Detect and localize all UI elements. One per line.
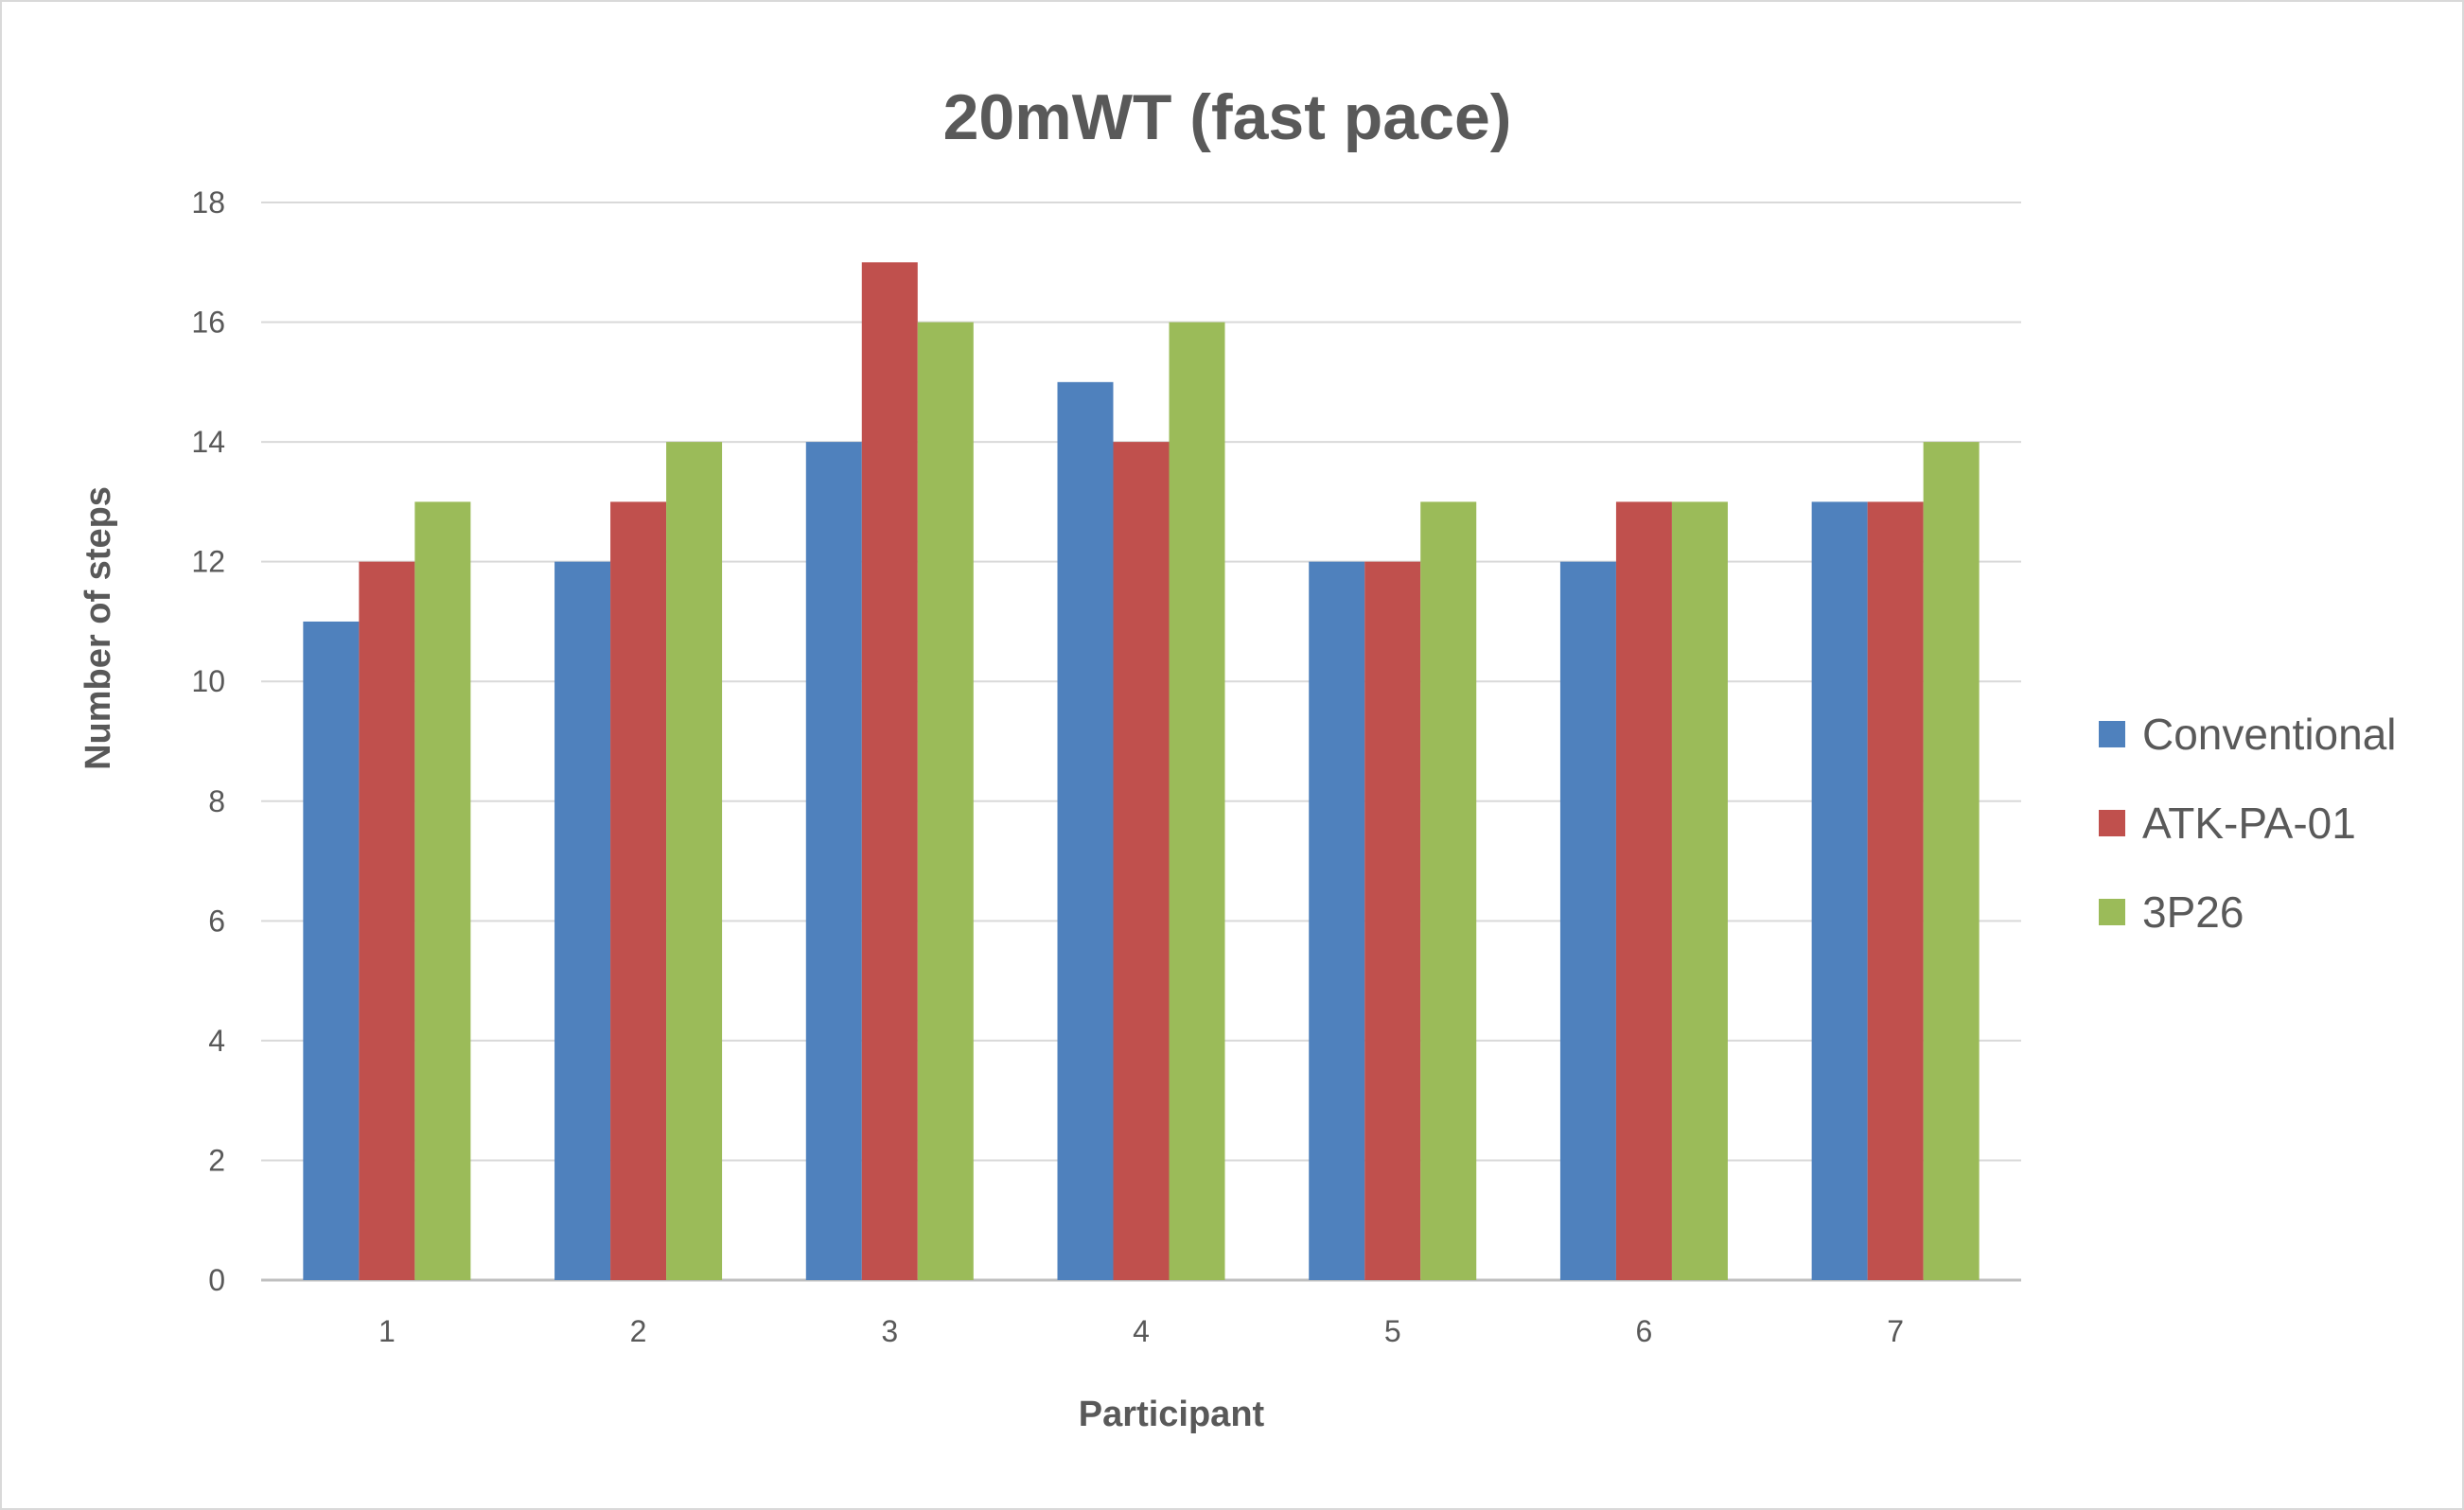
x-tick-label: 1 [378,1314,396,1348]
y-tick-label: 16 [191,306,225,340]
x-tick-label: 5 [1384,1314,1401,1348]
x-tick-label: 7 [1887,1314,1904,1348]
bar-atk-pa-01-participant-2 [610,501,667,1280]
legend-swatch [2099,721,2125,747]
bar-3p26-participant-4 [1169,322,1225,1280]
bar-3p26-participant-7 [1923,442,1980,1281]
y-tick-label: 14 [191,425,225,459]
x-tick-label: 4 [1133,1314,1150,1348]
bar-3p26-participant-3 [917,322,974,1280]
x-tick-label: 6 [1636,1314,1653,1348]
x-axis-ticks: 1 2 3 4 5 6 7 [378,1314,1904,1348]
bar-conventional-participant-1 [303,621,360,1280]
bar-3p26-participant-2 [666,442,723,1281]
x-tick-label: 3 [881,1314,898,1348]
bar-atk-pa-01-participant-4 [1113,442,1170,1281]
y-tick-label: 4 [208,1024,225,1058]
y-tick-label: 6 [208,904,225,938]
y-tick-label: 2 [208,1143,225,1177]
legend: Conventional ATK-PA-01 3P26 [2099,710,2397,937]
legend-label: Conventional [2142,710,2397,759]
bar-3p26-participant-1 [414,501,471,1280]
bar-3p26-participant-5 [1420,501,1477,1280]
y-tick-label: 8 [208,784,225,818]
legend-swatch [2099,899,2125,925]
chart-title: 20mWT (fast pace) [943,81,1512,153]
y-tick-label: 10 [191,664,225,698]
bar-atk-pa-01-participant-7 [1867,501,1924,1280]
bar-conventional-participant-3 [805,442,862,1281]
bar-conventional-participant-5 [1309,561,1365,1280]
bar-atk-pa-01-participant-1 [359,561,415,1280]
bar-atk-pa-01-participant-5 [1364,561,1421,1280]
bars [303,262,1980,1281]
bar-atk-pa-01-participant-3 [861,262,918,1280]
bar-atk-pa-01-participant-6 [1615,501,1672,1280]
bar-3p26-participant-6 [1671,501,1728,1280]
legend-swatch [2099,810,2125,836]
x-axis-title: Participant [1079,1395,1265,1434]
bar-conventional-participant-6 [1559,561,1616,1280]
y-tick-label: 18 [191,185,225,219]
y-axis-ticks: 0 2 4 6 8 10 12 14 16 18 [191,185,225,1297]
y-tick-label: 12 [191,545,225,579]
y-axis-title: Number of steps [79,486,118,770]
y-tick-label: 0 [208,1263,225,1297]
legend-label: 3P26 [2142,887,2244,937]
x-tick-label: 2 [630,1314,647,1348]
legend-label: ATK-PA-01 [2142,799,2356,848]
bar-conventional-participant-4 [1057,381,1114,1280]
bar-conventional-participant-2 [554,561,611,1280]
bar-conventional-participant-7 [1811,501,1868,1280]
